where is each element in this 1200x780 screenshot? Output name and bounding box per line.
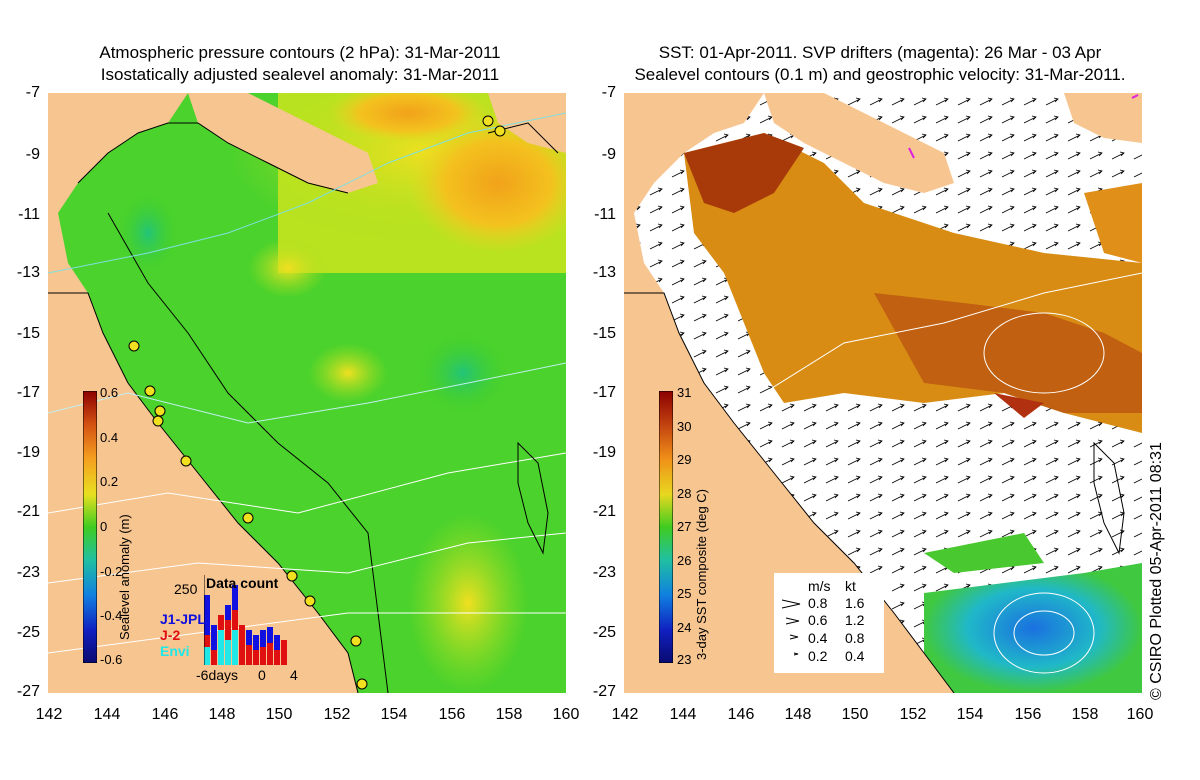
speed-legend-header-ms: m/s — [808, 578, 831, 594]
lon-tick: 160 — [552, 706, 580, 723]
data-count-histogram — [204, 575, 287, 665]
lon-tick: 156 — [1014, 706, 1042, 723]
lon-tick: 148 — [208, 706, 236, 723]
left-cb-tick: 0.4 — [100, 430, 119, 445]
lat-tick: -23 — [16, 564, 40, 581]
inset-x-tick: 0 — [258, 667, 266, 683]
lat-tick: -27 — [592, 683, 616, 700]
lat-tick: -9 — [601, 146, 616, 163]
lat-tick: -19 — [16, 444, 40, 461]
left-panel-title: Atmospheric pressure contours (2 hPa): 3… — [40, 42, 560, 86]
right-cb-tick: 31 — [677, 385, 692, 400]
credit-text: © CSIRO Plotted 05-Apr-2011 08:31 — [1148, 442, 1165, 700]
lat-tick: -11 — [594, 206, 616, 223]
speed-row-kt: 1.6 — [845, 595, 865, 611]
speed-legend-arrows — [781, 599, 801, 656]
speed-row-ms: 0.8 — [808, 595, 828, 611]
left-colorbar-label: Sealevel anomaly (m) — [117, 514, 132, 640]
lon-tick: 150 — [265, 706, 293, 723]
left-title-line1: Atmospheric pressure contours (2 hPa): 3… — [99, 43, 501, 62]
inset-y-tick: 250 — [174, 581, 198, 597]
lon-tick: 148 — [784, 706, 812, 723]
left-cb-tick: 0.2 — [100, 474, 119, 489]
left-cb-tick: 0.6 — [100, 385, 119, 400]
lat-tick: -7 — [601, 84, 616, 101]
lat-tick: -15 — [16, 325, 40, 342]
lat-tick: -7 — [25, 84, 40, 101]
lat-tick: -9 — [25, 146, 40, 163]
lat-tick: -13 — [592, 264, 616, 281]
lat-tick: -19 — [592, 444, 616, 461]
right-cb-tick: 24 — [677, 620, 692, 635]
right-colorbar-label: 3-day SST composite (deg C) — [694, 489, 709, 660]
lat-tick: -23 — [592, 564, 616, 581]
lon-tick: 146 — [727, 706, 755, 723]
right-panel-title: SST: 01-Apr-2011. SVP drifters (magenta)… — [600, 42, 1160, 86]
lon-tick: 150 — [841, 706, 869, 723]
right-cb-tick: 26 — [677, 553, 692, 568]
lon-tick: 154 — [380, 706, 408, 723]
right-colorbar — [659, 391, 673, 663]
right-cb-tick: 30 — [677, 419, 692, 434]
lat-tick: -21 — [592, 503, 616, 520]
inset-legend-envi: Envi — [160, 643, 190, 659]
lon-tick: 144 — [93, 706, 121, 723]
lon-tick: 156 — [438, 706, 466, 723]
lon-tick: 152 — [899, 706, 927, 723]
lon-tick: 158 — [1071, 706, 1099, 723]
speed-row-kt: 0.4 — [845, 648, 865, 664]
speed-row-ms: 0.2 — [808, 648, 828, 664]
right-cb-tick: 25 — [677, 586, 692, 601]
lat-tick: -21 — [16, 503, 40, 520]
lat-tick: -25 — [16, 624, 40, 641]
speed-row-kt: 0.8 — [845, 630, 865, 646]
lon-tick: 152 — [323, 706, 351, 723]
lon-tick: 144 — [669, 706, 697, 723]
speed-row-kt: 1.2 — [845, 612, 865, 628]
right-title-line1: SST: 01-Apr-2011. SVP drifters (magenta)… — [658, 43, 1102, 62]
left-colorbar — [83, 391, 97, 663]
right-title-line2: Sealevel contours (0.1 m) and geostrophi… — [634, 65, 1126, 84]
lat-tick: -25 — [592, 624, 616, 641]
lat-tick: -15 — [592, 325, 616, 342]
right-map-sst — [624, 93, 1142, 693]
inset-title: Data count — [206, 575, 279, 591]
lat-tick: -17 — [592, 384, 616, 401]
inset-legend-j2: J-2 — [160, 627, 181, 643]
lon-tick: 158 — [495, 706, 523, 723]
inset-x-tick: 4 — [290, 667, 298, 683]
left-cb-tick: -0.6 — [100, 652, 123, 667]
lat-tick: -11 — [18, 206, 40, 223]
speed-legend-header-kt: kt — [845, 578, 856, 594]
left-cb-tick: 0 — [100, 519, 108, 534]
left-map-sla — [48, 93, 566, 693]
speed-row-ms: 0.4 — [808, 630, 828, 646]
right-cb-tick: 27 — [677, 519, 692, 534]
lat-tick: -13 — [16, 264, 40, 281]
lon-tick: 142 — [35, 706, 63, 723]
lon-tick: 146 — [151, 706, 179, 723]
right-cb-tick: 29 — [677, 452, 692, 467]
left-cb-tick: -0.2 — [100, 564, 123, 579]
lon-tick: 160 — [1126, 706, 1154, 723]
inset-x-tick: -6days — [196, 667, 239, 683]
inset-legend-j1: J1-JPL — [160, 611, 206, 627]
lon-tick: 142 — [611, 706, 639, 723]
speed-row-ms: 0.6 — [808, 612, 828, 628]
right-cb-tick: 28 — [677, 486, 692, 501]
left-cb-tick: -0.4 — [100, 608, 123, 623]
right-cb-tick: 23 — [677, 652, 692, 667]
left-title-line2: Isostatically adjusted sealevel anomaly:… — [100, 65, 500, 84]
lon-tick: 154 — [956, 706, 984, 723]
lat-tick: -17 — [16, 384, 40, 401]
lat-tick: -27 — [16, 683, 40, 700]
